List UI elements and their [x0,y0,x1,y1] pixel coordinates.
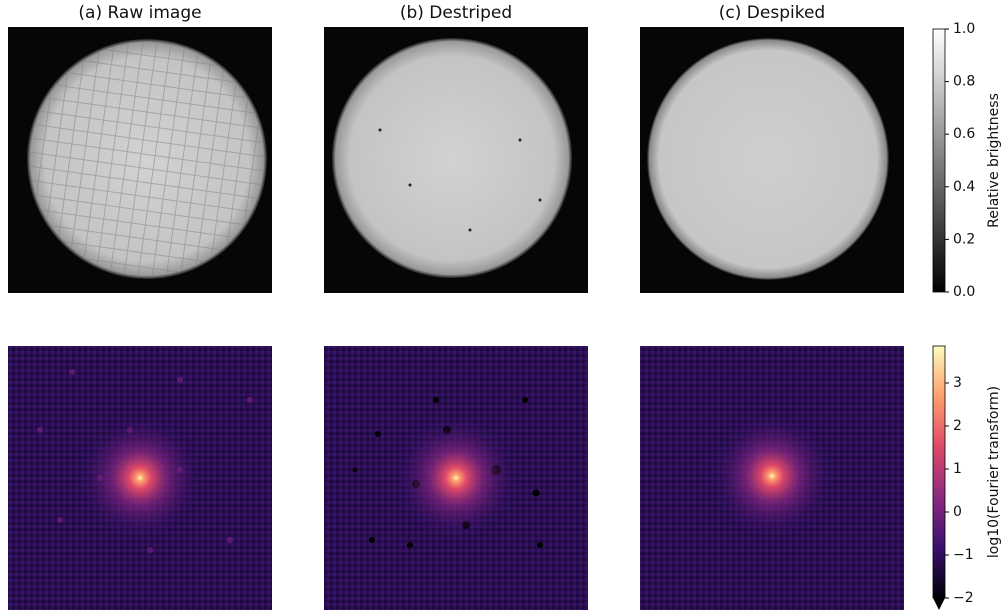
colorbar-tick-label: 0.4 [953,179,975,195]
raw-image [8,26,280,293]
panel-title: (c) Despiked [719,3,825,23]
colorbar-label: Relative brightness [986,93,1002,228]
panel-title: (a) Raw image [78,3,201,23]
colorbar-extend [933,598,945,610]
page: (a) Raw image (b) Destriped (c) Despiked 0.… [0,0,1005,616]
colorbar [933,346,945,598]
destriped-image [324,27,588,293]
panel-title: (b) Destriped [400,3,512,23]
colorbar [933,29,945,292]
colorbar-label: log10(Fourier transform) [986,386,1002,558]
colorbar-tick-label: 1 [953,461,962,477]
figure: (a) Raw image (b) Destriped (c) Despiked 0.… [0,0,1005,612]
destriped-spectrum [324,346,588,610]
colorbar-tick-label: 0 [953,504,962,520]
colorbar-tick-label: 0.0 [953,284,975,300]
colorbar-tick-label: 3 [953,375,962,391]
raw-spectrum [8,346,272,610]
colorbar-tick-label: 0.2 [953,231,975,247]
colorbar-tick-label: 2 [953,418,962,434]
despiked-image [640,27,904,293]
colorbar-tick-label: 0.6 [953,126,975,142]
despiked-spectrum [640,346,904,610]
colorbar-tick-label: 0.8 [953,74,975,90]
colorbar-tick-label: −2 [953,590,974,606]
colorbar-tick-label: −1 [953,547,974,563]
colorbar-tick-label: 1.0 [953,21,975,37]
